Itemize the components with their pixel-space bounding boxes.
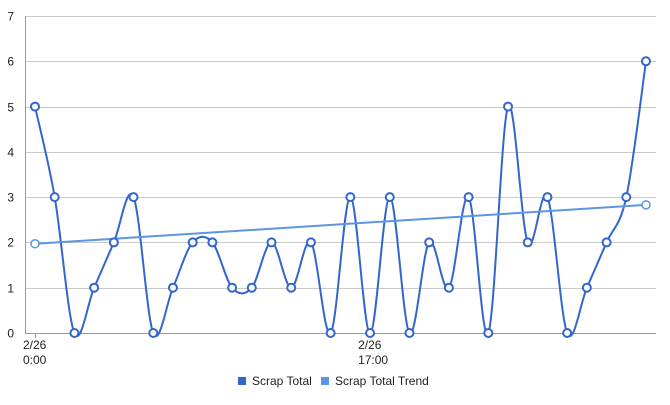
axes (25, 16, 656, 338)
data-point (424, 237, 435, 248)
y-tick-label: 3 (7, 191, 14, 205)
y-tick-label: 5 (7, 101, 14, 115)
series-line-scrap-total-trend (34, 203, 647, 245)
x-tick-label-line: 2/26 (358, 338, 382, 352)
y-tick-label: 6 (7, 55, 14, 69)
y-tick-label: 7 (7, 10, 14, 24)
x-tick-label-line: 17:00 (358, 353, 388, 367)
legend-label: Scrap Total Trend (335, 374, 429, 388)
y-tick-label: 1 (7, 282, 14, 296)
series-lines (34, 61, 647, 337)
data-point (30, 101, 40, 112)
legend-label: Scrap Total (252, 374, 312, 388)
data-point (542, 192, 553, 203)
legend-item: Scrap Total Trend (321, 374, 429, 388)
data-point (167, 282, 178, 293)
x-tick-label-line: 0:00 (23, 353, 47, 367)
y-tick-label: 2 (7, 236, 14, 250)
data-point (266, 237, 277, 248)
data-point (365, 328, 376, 338)
y-tick-label: 4 (7, 146, 14, 160)
x-tick-label-line: 2/26 (23, 338, 47, 352)
data-point (227, 282, 238, 293)
data-point (641, 56, 651, 67)
legend-swatch (321, 377, 329, 385)
data-point (463, 192, 474, 203)
data-point (207, 237, 218, 248)
data-point (325, 328, 336, 338)
data-point (246, 282, 257, 293)
data-point (108, 237, 119, 248)
data-point (522, 237, 533, 248)
data-point (345, 192, 356, 203)
data-point (286, 282, 297, 293)
legend-swatch (238, 377, 246, 385)
data-point (503, 101, 514, 112)
legend: Scrap Total Scrap Total Trend (238, 374, 429, 388)
data-point (384, 192, 395, 203)
data-point (89, 282, 100, 293)
y-tick-label: 0 (7, 327, 14, 341)
data-point (483, 328, 494, 338)
data-point (148, 328, 159, 338)
data-point (49, 192, 60, 203)
grid-lines (25, 16, 656, 289)
trend-point (641, 200, 651, 210)
data-point (404, 328, 415, 338)
data-point (69, 328, 80, 338)
trend-point (30, 239, 40, 249)
x-tick-label: 2/26 17:00 (358, 338, 388, 367)
data-point (601, 237, 612, 248)
legend-item: Scrap Total (238, 374, 312, 388)
data-points (30, 56, 651, 338)
data-point (128, 192, 139, 203)
data-point (305, 237, 316, 248)
data-point (581, 282, 592, 293)
x-tick-label: 2/26 0:00 (23, 338, 47, 367)
series-line-scrap-total (34, 61, 647, 337)
data-point (187, 237, 198, 248)
data-point (562, 328, 573, 338)
data-point (443, 282, 454, 293)
data-point (621, 192, 632, 203)
